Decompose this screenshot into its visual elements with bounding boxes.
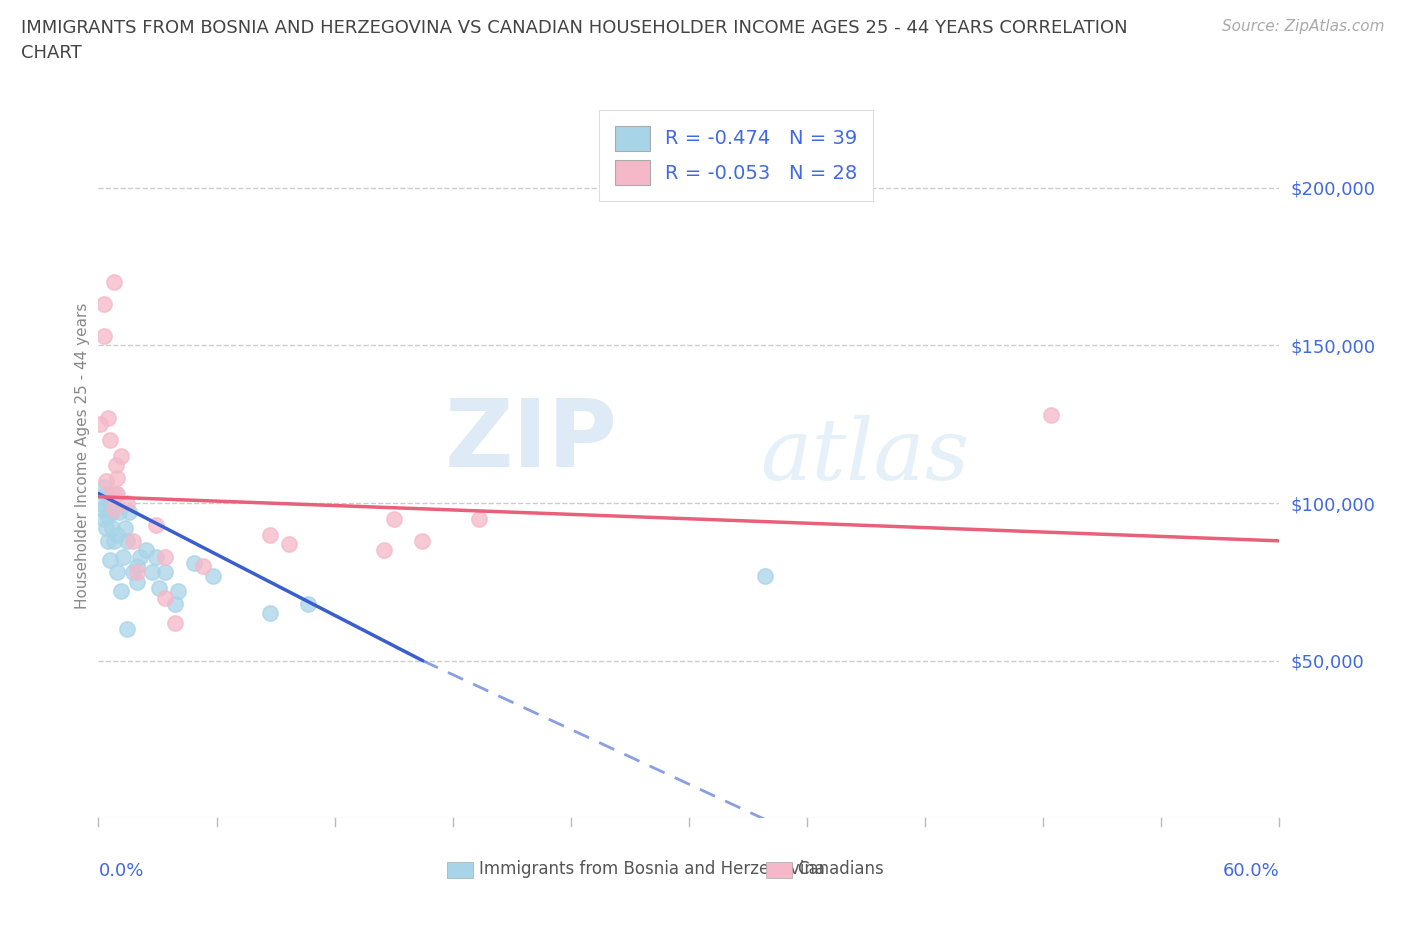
Point: [141, 565, 163, 579]
Point: [93, 328, 115, 343]
Text: Canadians: Canadians: [797, 860, 884, 878]
Point: [89, 496, 111, 511]
Text: Source: ZipAtlas.com: Source: ZipAtlas.com: [1222, 19, 1385, 33]
Point: [107, 471, 129, 485]
Legend: R = -0.474   N = 39, R = -0.053   N = 28: R = -0.474 N = 39, R = -0.053 N = 28: [599, 110, 873, 201]
Point: [153, 591, 176, 605]
Point: [121, 534, 143, 549]
Point: [98, 496, 121, 511]
Point: [148, 580, 170, 595]
Text: ZIP: ZIP: [446, 395, 619, 487]
Point: [411, 534, 433, 549]
Point: [100, 486, 122, 501]
Point: [125, 559, 148, 574]
Text: 60.0%: 60.0%: [1223, 862, 1279, 880]
Text: IMMIGRANTS FROM BOSNIA AND HERZEGOVINA VS CANADIAN HOUSEHOLDER INCOME AGES 25 - : IMMIGRANTS FROM BOSNIA AND HERZEGOVINA V…: [21, 19, 1128, 36]
Point: [107, 486, 129, 501]
Text: atlas: atlas: [759, 415, 969, 497]
FancyBboxPatch shape: [447, 862, 472, 878]
Point: [754, 568, 776, 583]
Point: [115, 496, 138, 511]
Point: [107, 527, 129, 542]
Point: [201, 568, 224, 583]
Point: [259, 527, 281, 542]
Point: [125, 575, 148, 590]
Point: [110, 448, 132, 463]
Y-axis label: Householder Income Ages 25 - 44 years: Householder Income Ages 25 - 44 years: [75, 302, 90, 609]
Point: [121, 565, 143, 579]
Point: [97, 410, 120, 425]
Point: [468, 512, 491, 526]
Point: [93, 480, 115, 495]
Point: [167, 584, 190, 599]
Point: [373, 543, 395, 558]
Point: [193, 559, 215, 574]
Point: [277, 537, 299, 551]
Point: [89, 417, 111, 432]
Point: [129, 550, 152, 565]
Point: [103, 274, 125, 289]
Point: [1039, 407, 1062, 422]
Point: [135, 543, 157, 558]
Point: [112, 550, 135, 565]
Point: [382, 512, 405, 526]
Text: 0.0%: 0.0%: [98, 862, 143, 880]
Point: [110, 584, 132, 599]
Point: [297, 596, 319, 611]
Point: [153, 550, 176, 565]
Point: [163, 616, 186, 631]
Point: [107, 565, 129, 579]
Point: [118, 505, 141, 520]
Point: [94, 486, 117, 501]
Point: [93, 297, 115, 312]
Point: [103, 502, 125, 517]
Point: [115, 534, 138, 549]
Point: [100, 505, 122, 520]
Point: [163, 596, 186, 611]
Point: [125, 565, 148, 579]
Point: [259, 606, 281, 621]
Point: [98, 432, 121, 447]
Point: [91, 502, 114, 517]
Point: [104, 458, 127, 472]
Point: [97, 508, 120, 523]
Point: [115, 622, 138, 637]
Point: [103, 534, 125, 549]
Point: [108, 505, 131, 520]
Point: [114, 521, 136, 536]
Point: [93, 512, 115, 526]
Point: [97, 534, 120, 549]
Point: [100, 521, 122, 536]
Point: [145, 550, 167, 565]
Point: [94, 521, 117, 536]
Point: [94, 473, 117, 488]
Point: [153, 565, 176, 579]
FancyBboxPatch shape: [766, 862, 792, 878]
Text: Immigrants from Bosnia and Herzegovina: Immigrants from Bosnia and Herzegovina: [478, 860, 825, 878]
Point: [104, 486, 127, 501]
Text: CHART: CHART: [21, 44, 82, 61]
Point: [145, 518, 167, 533]
Point: [98, 552, 121, 567]
Point: [183, 555, 205, 570]
